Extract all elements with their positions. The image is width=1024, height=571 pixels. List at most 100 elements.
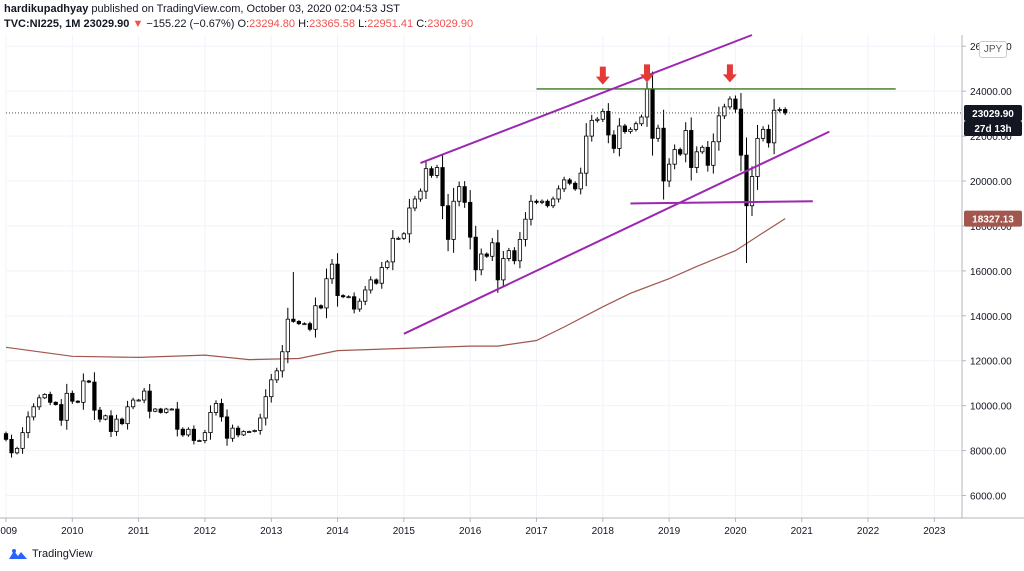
candle-body [550, 198, 556, 207]
candle-body [506, 250, 511, 259]
candle-body [755, 137, 760, 177]
time-tick-label: 2017 [525, 526, 548, 537]
close-value: 23029.90 [427, 18, 474, 30]
candle-body [589, 119, 594, 137]
low-value: 22951.41 [367, 18, 414, 30]
candle-body [600, 110, 605, 120]
price-tick-label: 22000.00 [970, 132, 1012, 143]
candle-body [92, 381, 97, 411]
candle-body [202, 432, 208, 441]
candle-body [622, 125, 628, 132]
candle-body [528, 200, 534, 220]
candle-body [307, 323, 313, 330]
candle-body [335, 263, 340, 296]
change-down-icon: ▼ [132, 18, 144, 30]
candle-body [490, 242, 495, 257]
candle-body [31, 406, 36, 418]
candlestick-series [3, 71, 788, 458]
author-name[interactable]: hardikupadhyay [4, 3, 89, 15]
candle-body [705, 146, 710, 166]
currency-badge[interactable]: JPY [979, 41, 1007, 58]
candle-body [97, 409, 103, 420]
countdown-tag: 27d 13h [974, 124, 1011, 135]
time-tick-label: 2009 [0, 526, 18, 537]
candle-body [457, 186, 462, 202]
chart-grid [5, 35, 962, 518]
candle-body [197, 440, 202, 442]
candle-body [14, 447, 20, 454]
candle-body [501, 258, 506, 281]
candle-body [147, 390, 152, 412]
close-label: C: [416, 18, 428, 30]
candle-body [401, 233, 406, 239]
candle-body [744, 154, 749, 207]
price-tick-label: 24000.00 [970, 87, 1012, 98]
candle-body [584, 135, 589, 174]
price-tick-label: 18000.00 [970, 222, 1012, 233]
time-axis[interactable]: 2009 2010 2011 2012 2013 2014 2015 2016 2017 2018… [0, 517, 1024, 537]
candle-body [103, 415, 108, 420]
candle-body [86, 380, 92, 383]
candle-body [672, 149, 677, 165]
support-line [630, 200, 813, 205]
channel-upper-line [420, 34, 753, 164]
candle-body [407, 207, 412, 235]
moving-average-line [5, 218, 786, 361]
candle-body [777, 109, 782, 111]
candle-body [9, 438, 14, 454]
time-tick-label: 2016 [459, 526, 482, 537]
candle-body [667, 163, 672, 182]
candle-body [302, 323, 307, 326]
candle-body [318, 305, 324, 309]
candle-body [241, 431, 246, 436]
candle-body [108, 415, 114, 432]
candle-body [142, 390, 147, 401]
high-value: 23365.58 [309, 18, 355, 30]
candle-body [346, 296, 351, 299]
candle-body [186, 428, 191, 436]
last-price: 23029.90 [83, 18, 130, 30]
candle-body [53, 401, 58, 405]
candle-body [385, 261, 390, 268]
time-tick-label: 2021 [791, 526, 814, 537]
candle-body [42, 394, 47, 399]
footer-branding[interactable]: TradingView [8, 548, 93, 560]
candle-body [164, 408, 169, 413]
candle-body [291, 318, 296, 322]
low-label: L: [358, 18, 368, 30]
candle-body [352, 296, 357, 310]
candle-body [484, 253, 489, 257]
down-arrow-icon [722, 64, 737, 83]
time-tick-label: 2012 [194, 526, 217, 537]
candle-body [3, 433, 9, 440]
candle-body [125, 406, 130, 425]
candle-body [224, 416, 230, 439]
candle-body [313, 305, 318, 330]
time-tick-label: 2011 [128, 526, 150, 537]
candle-body [20, 432, 25, 449]
candle-body [738, 108, 744, 156]
candle-body [363, 289, 368, 302]
candle-body [119, 418, 125, 425]
candle-body [37, 397, 42, 408]
change-value: −155.22 (−0.67%) [146, 18, 235, 30]
last-price-tag: 23029.90 [972, 109, 1014, 120]
candle-body [479, 253, 484, 271]
candle-body [440, 167, 445, 207]
candle-body [412, 198, 418, 209]
candle-body [263, 396, 268, 419]
candle-body [114, 418, 119, 432]
candle-body [495, 242, 500, 281]
time-tick-label: 2020 [724, 526, 747, 537]
candle-body [556, 188, 561, 200]
candle-body [329, 263, 335, 280]
candle-body [462, 186, 467, 203]
candle-body [523, 218, 528, 240]
price-tick-label: 12000.00 [970, 357, 1012, 368]
channel-lower-line [403, 130, 830, 335]
candle-body [650, 88, 655, 139]
candle-body [539, 200, 545, 203]
candle-body [340, 295, 346, 298]
candle-body [396, 237, 401, 240]
